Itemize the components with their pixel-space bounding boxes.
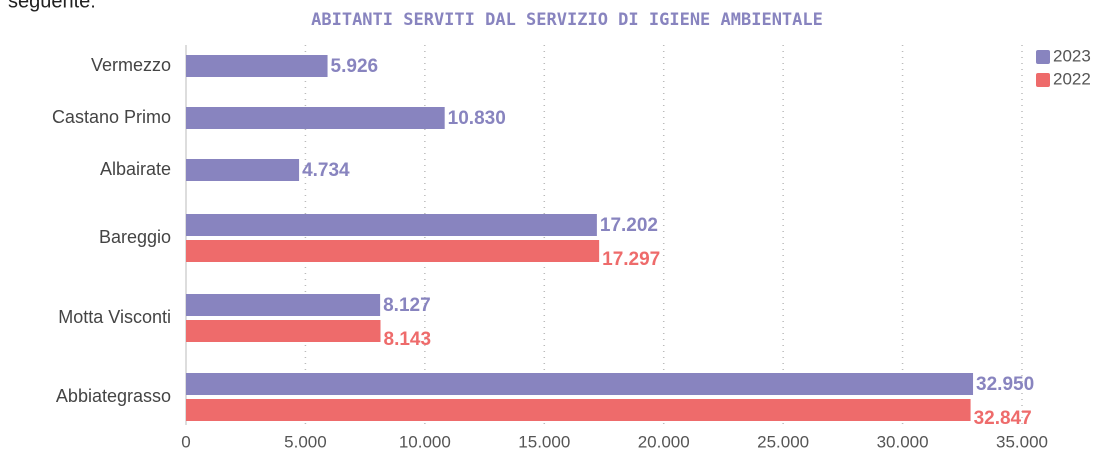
bar — [186, 107, 445, 129]
value-label: 4.734 — [302, 160, 350, 181]
x-tick-label: 30.000 — [877, 432, 929, 451]
legend-label: 2023 — [1053, 46, 1091, 65]
x-tick-label: 25.000 — [757, 432, 809, 451]
category-label: Castano Primo — [52, 107, 171, 127]
bar — [186, 214, 597, 236]
x-tick-label: 10.000 — [399, 432, 451, 451]
value-label: 5.926 — [331, 56, 379, 77]
x-tick-label: 0 — [181, 432, 190, 451]
value-label: 10.830 — [448, 108, 506, 129]
category-label: Abbiategrasso — [56, 386, 171, 406]
value-label: 32.950 — [976, 374, 1034, 395]
value-label: 32.847 — [974, 408, 1032, 429]
category-label: Albairate — [100, 159, 171, 179]
legend-label: 2022 — [1053, 69, 1091, 88]
value-label: 17.202 — [600, 215, 658, 236]
intro-text: seguente: — [8, 0, 96, 12]
category-label: Motta Visconti — [58, 307, 171, 327]
legend-swatch — [1036, 73, 1050, 87]
category-label: Vermezzo — [91, 55, 171, 75]
bar — [186, 320, 381, 342]
bar — [186, 399, 971, 421]
bar — [186, 159, 300, 181]
chart-title: ABITANTI SERVITI DAL SERVIZIO DI IGIENE … — [311, 10, 823, 30]
value-label: 17.297 — [602, 249, 660, 270]
x-tick-label: 15.000 — [518, 432, 570, 451]
x-tick-label: 5.000 — [284, 432, 327, 451]
x-tick-label: 35.000 — [996, 432, 1048, 451]
bar — [186, 240, 600, 262]
x-tick-label: 20.000 — [638, 432, 690, 451]
category-label: Bareggio — [99, 227, 171, 247]
bar — [186, 55, 328, 77]
bar — [186, 294, 381, 316]
bar — [186, 373, 974, 395]
value-label: 8.143 — [384, 329, 432, 350]
legend-swatch — [1036, 50, 1050, 64]
value-label: 8.127 — [383, 295, 431, 316]
